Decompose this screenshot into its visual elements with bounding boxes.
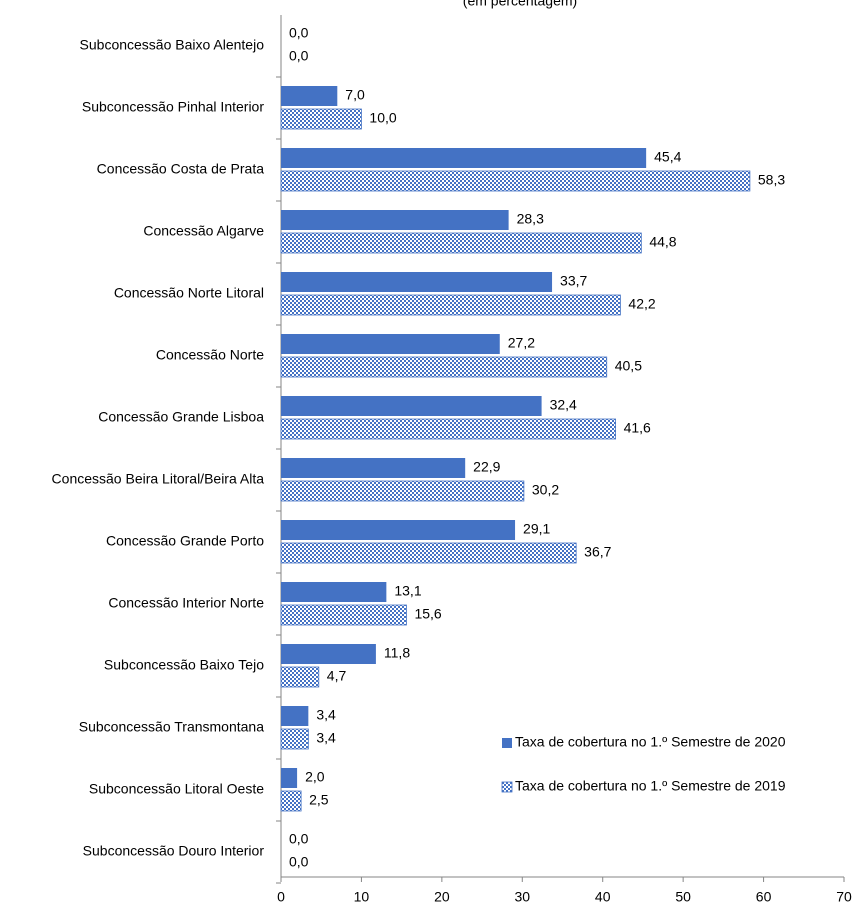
value-label: 30,2: [532, 482, 559, 498]
bar: [281, 86, 338, 106]
y-tick-label: Subconcessão Transmontana: [79, 719, 264, 735]
value-label: 2,0: [305, 769, 325, 785]
y-tick-label: Concessão Algarve: [143, 223, 264, 239]
bar: [281, 520, 516, 540]
value-label: 40,5: [615, 358, 642, 374]
value-label: 44,8: [649, 234, 676, 250]
value-label: 41,6: [624, 420, 651, 436]
y-tick-label: Subconcessão Baixo Alentejo: [80, 37, 265, 53]
x-tick-label: 60: [756, 889, 772, 905]
value-label: 22,9: [473, 459, 500, 475]
y-tick-label: Subconcessão Baixo Tejo: [104, 657, 264, 673]
bar: [281, 582, 387, 602]
bar: [281, 458, 466, 478]
x-tick-label: 30: [514, 889, 530, 905]
value-label: 2,5: [309, 792, 329, 808]
value-label: 27,2: [508, 335, 535, 351]
value-label: 13,1: [394, 583, 421, 599]
value-label: 58,3: [758, 172, 785, 188]
bar: [281, 644, 376, 664]
bar: [281, 272, 553, 292]
y-tick-label: Concessão Grande Porto: [106, 533, 264, 549]
y-tick-label: Concessão Norte Litoral: [114, 285, 264, 301]
x-tick-label: 50: [675, 889, 691, 905]
bar: [280, 232, 642, 254]
x-tick-label: 20: [434, 889, 450, 905]
legend-label: Taxa de cobertura no 1.º Semestre de 202…: [515, 734, 786, 750]
value-label: 29,1: [523, 521, 550, 537]
bar: [280, 356, 608, 378]
value-label: 32,4: [550, 397, 577, 413]
chart-title: (em percentagem): [463, 0, 577, 9]
value-label: 3,4: [316, 730, 336, 746]
legend-swatch: [501, 781, 513, 793]
y-tick-label: Subconcessão Douro Interior: [83, 843, 265, 859]
value-label: 0,0: [289, 48, 309, 64]
x-tick-label: 70: [836, 889, 852, 905]
x-tick-label: 10: [354, 889, 370, 905]
value-label: 33,7: [560, 273, 587, 289]
bar: [280, 480, 525, 502]
y-tick-label: Subconcessão Litoral Oeste: [89, 781, 264, 797]
bar: [280, 294, 621, 316]
value-label: 36,7: [584, 544, 611, 560]
bar: [281, 396, 542, 416]
value-label: 7,0: [345, 87, 365, 103]
y-tick-label: Subconcessão Pinhal Interior: [82, 99, 264, 115]
y-tick-label: Concessão Grande Lisboa: [98, 409, 264, 425]
bar: [280, 542, 577, 564]
value-label: 28,3: [517, 211, 544, 227]
bar: [281, 706, 309, 726]
bar: [280, 170, 751, 192]
value-label: 42,2: [628, 296, 655, 312]
value-label: 10,0: [369, 110, 396, 126]
x-tick-label: 0: [277, 889, 285, 905]
legend-swatch: [502, 738, 512, 748]
value-label: 0,0: [289, 831, 309, 847]
value-label: 15,6: [414, 606, 441, 622]
y-tick-label: Concessão Interior Norte: [108, 595, 264, 611]
value-label: 45,4: [654, 149, 681, 165]
bar: [280, 418, 616, 440]
value-label: 3,4: [316, 707, 336, 723]
bar: [280, 790, 302, 812]
bar: [281, 334, 500, 354]
value-label: 0,0: [289, 25, 309, 41]
bar: [281, 148, 647, 168]
legend-label: Taxa de cobertura no 1.º Semestre de 201…: [515, 778, 786, 794]
value-label: 4,7: [327, 668, 347, 684]
y-tick-label: Concessão Beira Litoral/Beira Alta: [52, 471, 265, 487]
x-tick-label: 40: [595, 889, 611, 905]
value-label: 11,8: [384, 645, 410, 661]
bar: [280, 108, 362, 130]
bar: [280, 604, 407, 626]
y-tick-label: Concessão Costa de Prata: [97, 161, 265, 177]
bar: [280, 728, 309, 750]
bar: [281, 768, 298, 788]
bar: [281, 210, 509, 230]
y-tick-label: Concessão Norte: [156, 347, 264, 363]
value-label: 0,0: [289, 854, 309, 870]
bar: [280, 666, 320, 688]
